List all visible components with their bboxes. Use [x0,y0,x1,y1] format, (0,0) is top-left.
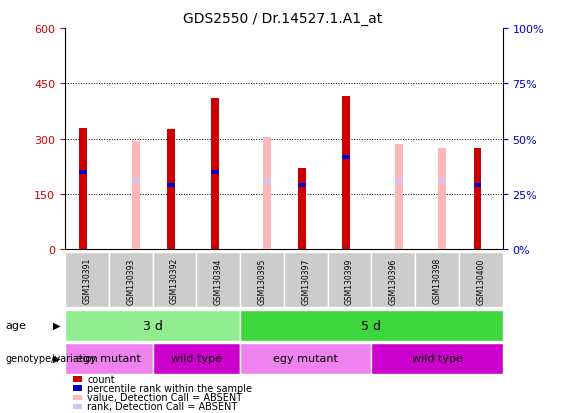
Bar [438,180,446,184]
Text: value, Detection Call = ABSENT: value, Detection Call = ABSENT [87,392,242,402]
Bar [298,169,306,250]
Text: GSM130397: GSM130397 [301,258,310,304]
Bar [473,149,481,250]
Bar [240,252,284,308]
Text: 5 d: 5 d [362,319,381,332]
Text: wild type: wild type [171,353,222,363]
Bar [473,183,481,188]
Bar [132,180,140,184]
Bar [108,252,153,308]
Bar [342,97,350,250]
Text: GSM130391: GSM130391 [82,258,92,304]
Bar [167,183,175,188]
Bar [153,252,197,308]
Text: count: count [87,374,115,384]
Bar [80,170,88,175]
Text: rank, Detection Call = ABSENT: rank, Detection Call = ABSENT [87,401,237,411]
Bar [415,252,459,308]
Bar [211,170,219,175]
Text: wild type: wild type [412,353,463,363]
Bar [153,343,240,374]
Bar [80,128,88,250]
Text: GDS2550 / Dr.14527.1.A1_at: GDS2550 / Dr.14527.1.A1_at [183,12,382,26]
Text: GSM130398: GSM130398 [433,258,442,304]
Bar [240,343,372,374]
Bar [263,138,271,250]
Bar [342,156,350,160]
Bar [328,252,372,308]
Text: ▶: ▶ [53,353,60,363]
Bar [263,180,271,184]
Bar [197,252,240,308]
Text: age: age [6,320,27,330]
Text: ▶: ▶ [53,320,60,330]
Text: GSM130396: GSM130396 [389,258,398,304]
Text: GSM130392: GSM130392 [170,258,179,304]
Text: GSM130400: GSM130400 [476,258,485,304]
Bar [65,252,109,308]
Bar [284,252,328,308]
Text: 3 d: 3 d [142,319,163,332]
Text: egy mutant: egy mutant [273,353,338,363]
Bar [132,141,140,250]
Bar [298,183,306,188]
Text: GSM130393: GSM130393 [126,258,135,304]
Bar [395,145,403,250]
Bar [459,252,503,308]
Bar [372,343,503,374]
Text: genotype/variation: genotype/variation [6,353,98,363]
Text: GSM130399: GSM130399 [345,258,354,304]
Text: GSM130395: GSM130395 [258,258,267,304]
Bar [167,130,175,250]
Bar [395,180,403,184]
Bar [438,149,446,250]
Bar [372,252,415,308]
Text: percentile rank within the sample: percentile rank within the sample [87,383,252,393]
Bar [65,310,240,341]
Bar [65,343,153,374]
Bar [211,99,219,250]
Bar [240,310,503,341]
Text: GSM130394: GSM130394 [214,258,223,304]
Text: egy mutant: egy mutant [76,353,141,363]
